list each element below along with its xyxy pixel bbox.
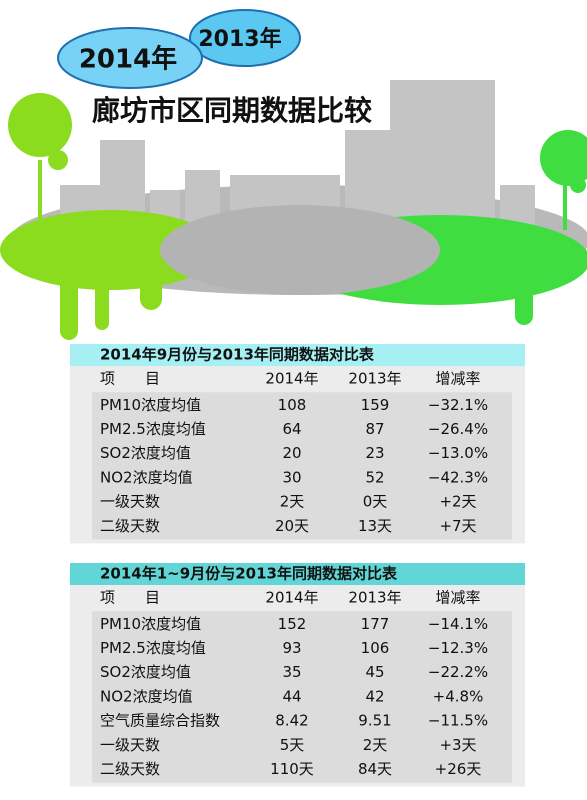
table-caption: 2014年1~9月份与2013年同期数据对比表 (100, 565, 398, 583)
table-cell: PM10浓度均值 (100, 396, 201, 414)
table-cell: 二级天数 (100, 517, 160, 535)
header-cell: 2013年 (348, 370, 401, 388)
table-cell: NO2浓度均值 (100, 468, 193, 486)
table-cell: 45 (365, 663, 384, 681)
table-cell: 93 (282, 639, 301, 657)
table-cell: 一级天数 (100, 493, 160, 511)
table-caption: 2014年9月份与2013年同期数据对比表 (100, 346, 375, 364)
table-cell: 一级天数 (100, 736, 160, 754)
title: 廊坊市区同期数据比较 (92, 94, 372, 127)
table-cell: 177 (361, 615, 390, 633)
table-cell: 106 (361, 639, 390, 657)
table-cell: 8.42 (275, 712, 308, 730)
table-body (92, 611, 512, 783)
table-cell: 2天 (363, 736, 388, 754)
tree-right (540, 130, 587, 230)
cloud-back (189, 9, 301, 67)
ground-center (160, 205, 440, 295)
table-cell: 35 (282, 663, 301, 681)
table-cell: SO2浓度均值 (100, 444, 191, 462)
header-cell: 项 目 (100, 589, 160, 607)
table-cell: 42 (365, 687, 384, 705)
green-hill-left (0, 210, 220, 340)
table-cell: 159 (361, 396, 390, 414)
caption-bar (70, 563, 525, 585)
table-cell: −22.2% (428, 663, 488, 681)
header-cell: 增减率 (435, 589, 480, 607)
header-cell: 2014年 (265, 370, 318, 388)
table-cell: 二级天数 (100, 760, 160, 778)
table-cell: +2天 (439, 493, 476, 511)
table-cell: +26天 (435, 760, 482, 778)
table-cell: 152 (278, 615, 307, 633)
table-cell: 20天 (275, 517, 309, 535)
table-cell: PM2.5浓度均值 (100, 420, 206, 438)
table-cell: 44 (282, 687, 301, 705)
table-cell: −32.1% (428, 396, 488, 414)
table-cell: 110天 (270, 760, 314, 778)
table-cell: −12.3% (428, 639, 488, 657)
year-badge: 2013年 (198, 26, 281, 52)
table-cell: PM10浓度均值 (100, 615, 201, 633)
table-cell: SO2浓度均值 (100, 663, 191, 681)
header-cell: 2014年 (265, 589, 318, 607)
table-cell: 13天 (358, 517, 392, 535)
caption-bar (70, 344, 525, 366)
table-cell: 87 (365, 420, 384, 438)
cloud-front (57, 27, 203, 89)
header-cell: 增减率 (435, 370, 480, 388)
table-cell: 20 (282, 444, 301, 462)
table-cell: 5天 (280, 736, 305, 754)
tree-left (8, 93, 72, 230)
table-cell: 30 (282, 468, 301, 486)
table-cell: −13.0% (428, 444, 488, 462)
illustration (0, 9, 587, 340)
table-cell: 108 (278, 396, 307, 414)
table-cell: −26.4% (428, 420, 488, 438)
header-cell: 项 目 (100, 370, 160, 388)
table-cell: −11.5% (428, 712, 488, 730)
table-cell: 64 (282, 420, 301, 438)
year-badge: 2014年 (79, 44, 177, 75)
header-cell: 2013年 (348, 589, 401, 607)
table-cell: 0天 (363, 493, 388, 511)
table-cell: +4.8% (433, 687, 484, 705)
table-cell: 2天 (280, 493, 305, 511)
table-cell: 空气质量综合指数 (100, 712, 220, 730)
table-cell: 84天 (358, 760, 392, 778)
table-cell: 9.51 (358, 712, 391, 730)
table-cell: NO2浓度均值 (100, 687, 193, 705)
table-cell: −14.1% (428, 615, 488, 633)
table-cell: 23 (365, 444, 384, 462)
table-cell: −42.3% (428, 468, 488, 486)
table-body (92, 392, 512, 540)
table-cell: +3天 (439, 736, 476, 754)
table-cell: 52 (365, 468, 384, 486)
table-cell: PM2.5浓度均值 (100, 639, 206, 657)
table-cell: +7天 (439, 517, 476, 535)
